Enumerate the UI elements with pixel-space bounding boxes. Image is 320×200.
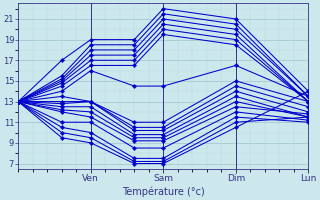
X-axis label: Température (°c): Température (°c) bbox=[122, 186, 205, 197]
